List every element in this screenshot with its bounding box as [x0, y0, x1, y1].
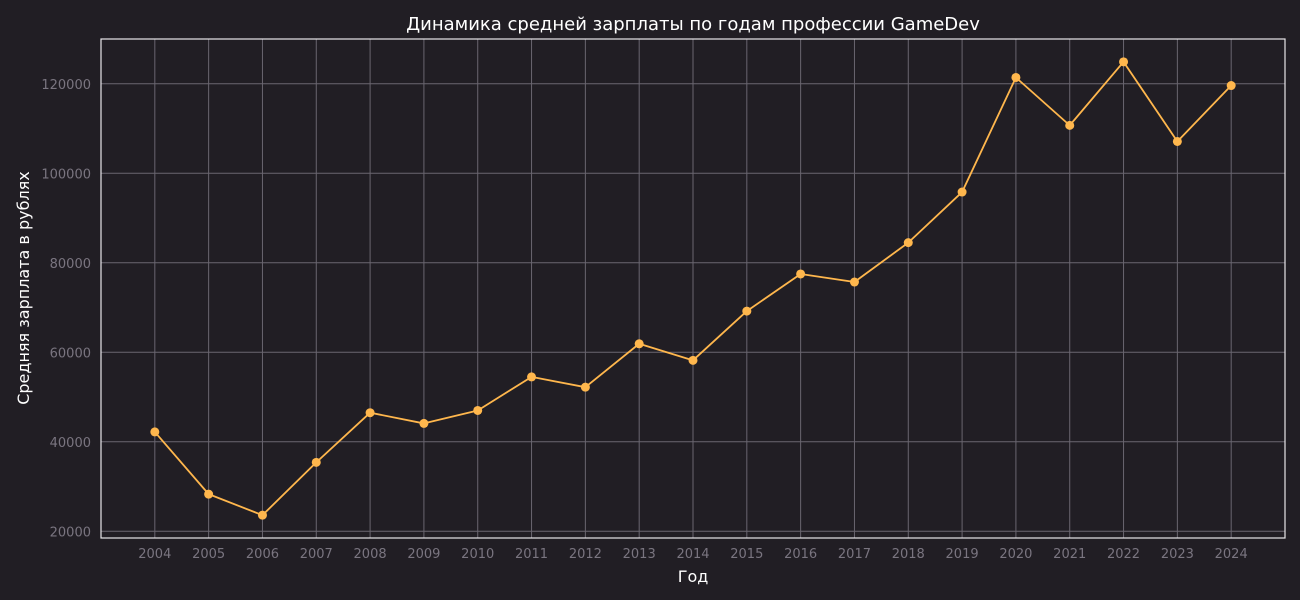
x-tick-label-2007: 2007 — [300, 547, 333, 562]
data-point-2020 — [1011, 72, 1021, 82]
data-point-2015 — [742, 306, 752, 316]
grid — [101, 39, 1285, 538]
y-axis-label: Средняя зарплата в рублях — [14, 171, 33, 405]
data-point-2024 — [1226, 81, 1236, 91]
y-tick-label-60000: 60000 — [50, 346, 91, 361]
x-tick-label-2018: 2018 — [892, 547, 925, 562]
x-tick-label-2015: 2015 — [730, 547, 763, 562]
data-point-2011 — [527, 372, 537, 382]
tick-labels: 2004 2005 2006 2007 2008 2009 2010 2011 2012 2013… — [41, 78, 1247, 562]
x-tick-label-2019: 2019 — [946, 547, 979, 562]
data-point-2009 — [419, 418, 429, 428]
data-point-2018 — [903, 238, 913, 248]
plot-frame — [100, 38, 1286, 539]
data-point-2014 — [688, 355, 698, 365]
series — [150, 57, 1236, 520]
data-point-2010 — [473, 405, 483, 415]
x-tick-label-2017: 2017 — [838, 547, 871, 562]
chart-title: Динамика средней зарплаты по годам профе… — [406, 14, 980, 35]
x-tick-label-2014: 2014 — [676, 547, 709, 562]
x-tick-label-2022: 2022 — [1107, 547, 1140, 562]
data-point-2019 — [957, 187, 967, 197]
x-tick-label-2004: 2004 — [138, 547, 171, 562]
x-tick-label-2009: 2009 — [407, 547, 440, 562]
x-axis-label: Год — [678, 567, 709, 586]
data-point-2016 — [796, 269, 806, 279]
y-tick-label-100000: 100000 — [41, 167, 91, 182]
x-tick-label-2016: 2016 — [784, 547, 817, 562]
data-point-2017 — [849, 277, 859, 287]
x-tick-label-2013: 2013 — [623, 547, 656, 562]
x-tick-label-2023: 2023 — [1161, 547, 1194, 562]
x-tick-label-2011: 2011 — [515, 547, 548, 562]
x-tick-label-2006: 2006 — [246, 547, 279, 562]
data-point-2007 — [311, 457, 321, 467]
data-point-2023 — [1172, 136, 1182, 146]
x-tick-label-2024: 2024 — [1215, 547, 1248, 562]
x-tick-label-2021: 2021 — [1053, 547, 1086, 562]
x-tick-label-2020: 2020 — [999, 547, 1032, 562]
data-point-2006 — [257, 510, 267, 520]
data-point-2012 — [580, 382, 590, 392]
y-tick-label-40000: 40000 — [50, 436, 91, 451]
y-tick-label-20000: 20000 — [50, 525, 91, 540]
y-tick-label-80000: 80000 — [50, 257, 91, 272]
data-point-2008 — [365, 408, 375, 418]
data-point-2004 — [150, 427, 160, 437]
data-point-2013 — [634, 339, 644, 349]
x-tick-label-2012: 2012 — [569, 547, 602, 562]
y-tick-label-120000: 120000 — [41, 78, 91, 93]
x-tick-label-2010: 2010 — [461, 547, 494, 562]
x-tick-label-2005: 2005 — [192, 547, 225, 562]
x-tick-label-2008: 2008 — [354, 547, 387, 562]
data-point-2005 — [204, 489, 214, 499]
data-point-2021 — [1065, 120, 1075, 130]
data-point-2022 — [1119, 57, 1129, 67]
